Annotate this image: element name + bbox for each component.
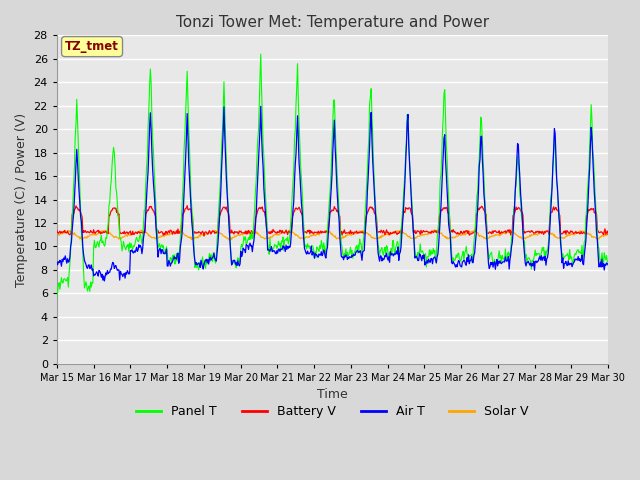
Solar V <box>430 227 438 233</box>
Air T <box>53 259 61 264</box>
Air T <box>417 254 425 260</box>
Panel T <box>53 294 61 300</box>
Battery V <box>120 230 127 236</box>
Battery V <box>401 210 409 216</box>
Solar V <box>63 229 70 235</box>
X-axis label: Time: Time <box>317 388 348 401</box>
Panel T <box>175 249 183 254</box>
Air T <box>63 260 70 266</box>
Solar V <box>175 228 183 234</box>
Solar V <box>205 230 212 236</box>
Text: TZ_tmet: TZ_tmet <box>65 40 119 53</box>
Solar V <box>53 232 61 238</box>
Panel T <box>400 182 408 188</box>
Solar V <box>417 233 424 239</box>
Legend: Panel T, Battery V, Air T, Solar V: Panel T, Battery V, Air T, Solar V <box>131 400 534 423</box>
Battery V <box>183 203 191 208</box>
Battery V <box>200 233 208 239</box>
Panel T <box>257 51 264 57</box>
Line: Panel T: Panel T <box>57 54 608 297</box>
Solar V <box>604 232 612 238</box>
Y-axis label: Temperature (C) / Power (V): Temperature (C) / Power (V) <box>15 112 28 287</box>
Battery V <box>63 230 70 236</box>
Title: Tonzi Tower Met: Temperature and Power: Tonzi Tower Met: Temperature and Power <box>176 15 489 30</box>
Air T <box>401 179 409 185</box>
Battery V <box>53 228 61 233</box>
Line: Battery V: Battery V <box>57 205 608 236</box>
Panel T <box>417 241 424 247</box>
Air T <box>257 103 264 109</box>
Air T <box>100 278 108 284</box>
Battery V <box>417 228 425 233</box>
Panel T <box>63 277 70 283</box>
Line: Air T: Air T <box>57 106 608 281</box>
Solar V <box>120 234 127 240</box>
Battery V <box>175 229 183 235</box>
Air T <box>120 271 128 276</box>
Battery V <box>604 231 612 237</box>
Panel T <box>604 259 612 265</box>
Line: Solar V: Solar V <box>57 230 608 240</box>
Battery V <box>206 229 214 235</box>
Solar V <box>400 230 408 236</box>
Air T <box>177 245 184 251</box>
Air T <box>205 257 213 263</box>
Panel T <box>120 239 127 244</box>
Solar V <box>225 237 232 243</box>
Air T <box>604 262 612 268</box>
Panel T <box>205 257 212 263</box>
